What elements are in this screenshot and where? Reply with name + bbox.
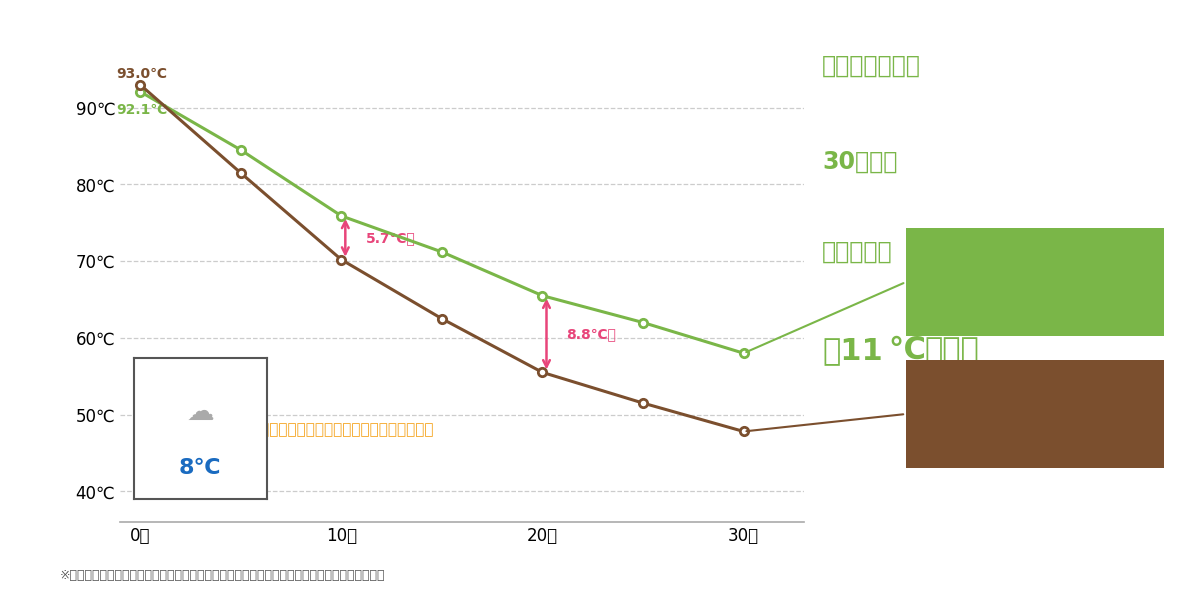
Text: (-45.2℃): (-45.2℃) <box>1004 439 1066 454</box>
Text: ※実際の実験結果に基づく数値ですので、実験環境により異なる結果となる場合がございます。: ※実際の実験結果に基づく数値ですので、実験環境により異なる結果となる場合がござい… <box>60 569 385 582</box>
Text: 93.0℃: 93.0℃ <box>116 67 167 81</box>
Text: ホットコーヒーカップを屋外に放置して実験: ホットコーヒーカップを屋外に放置して実験 <box>251 422 433 437</box>
Text: (-34.1℃): (-34.1℃) <box>1004 307 1066 322</box>
Text: 92.1℃: 92.1℃ <box>116 103 167 117</box>
Text: 5.7℃差: 5.7℃差 <box>366 231 415 245</box>
Text: カップのまま: カップのまま <box>1008 374 1062 389</box>
Text: 保温実験では、: 保温実験では、 <box>822 54 920 78</box>
Text: 温度変化に: 温度変化に <box>822 240 893 264</box>
Text: ℃: ℃ <box>888 336 925 365</box>
Text: 58.0℃: 58.0℃ <box>1009 275 1061 289</box>
Text: 「11: 「11 <box>822 336 883 365</box>
Text: 8.8℃差: 8.8℃差 <box>566 327 617 341</box>
Text: 本製品: 本製品 <box>1021 242 1049 257</box>
Text: 47.8℃: 47.8℃ <box>1009 407 1061 421</box>
Text: 30分後の: 30分後の <box>822 150 898 174</box>
Text: 」の差: 」の差 <box>924 336 979 365</box>
